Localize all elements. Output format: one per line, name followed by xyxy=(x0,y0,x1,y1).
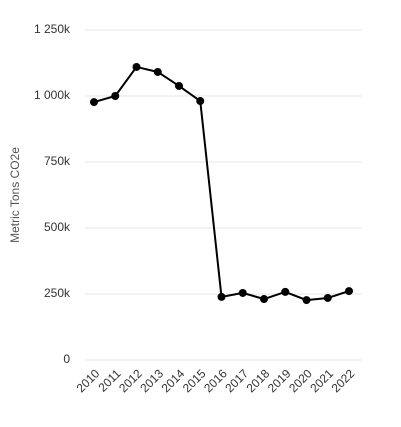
point xyxy=(132,62,141,71)
point xyxy=(345,287,353,296)
y-tick-label: 1 000k xyxy=(34,88,71,102)
point xyxy=(260,295,268,304)
point xyxy=(90,98,98,107)
point xyxy=(175,81,183,90)
point xyxy=(217,292,226,301)
y-tick-label: 0 xyxy=(63,352,70,366)
point xyxy=(238,288,247,297)
y-tick-label: 1 250k xyxy=(34,22,71,36)
line xyxy=(93,65,350,302)
point xyxy=(111,92,120,100)
y-tick-label: 750k xyxy=(44,154,71,168)
y-tick-label: 250k xyxy=(44,286,71,300)
x-tick-label: 2022 xyxy=(329,366,358,395)
point xyxy=(323,293,332,302)
point xyxy=(302,296,311,305)
point xyxy=(281,287,290,296)
point xyxy=(153,67,162,76)
y-tick-label: 500k xyxy=(44,220,71,234)
point xyxy=(196,97,205,106)
y-axis-title: Metric Tons CO2e xyxy=(8,147,22,243)
x-tick-label: 2011 xyxy=(95,366,123,394)
